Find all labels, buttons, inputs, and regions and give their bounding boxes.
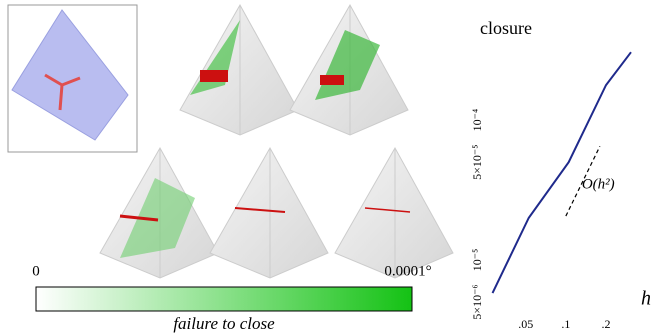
colorbar-max: 0.0001° (384, 263, 431, 279)
pyramid (290, 5, 408, 135)
colorbar (36, 287, 412, 311)
colorbar-caption: failure to close (173, 314, 275, 333)
pyramid (180, 5, 298, 135)
y-tick-label: 5×10⁻⁵ (470, 145, 484, 180)
x-tick-label: .1 (561, 317, 570, 331)
x-tick-label: .2 (601, 317, 610, 331)
page: 0 0.0001° failure to close closure h .05… (0, 0, 659, 335)
x-axis-label: h (641, 288, 651, 310)
y-tick-label: 10⁻⁵ (470, 249, 484, 272)
pyramid (335, 148, 453, 278)
colorbar-min: 0 (32, 263, 40, 279)
y-tick-label: 10⁻⁴ (470, 109, 484, 132)
pyramid (210, 148, 328, 278)
y-tick-label: 5×10⁻⁶ (470, 284, 484, 319)
y-axis-label: closure (480, 18, 532, 38)
pyramid (100, 148, 218, 278)
figure: 0 0.0001° failure to close closure h .05… (0, 0, 659, 335)
x-tick-label: .05 (518, 317, 533, 331)
data-line (493, 52, 631, 293)
reference-label: O(h²) (582, 177, 615, 193)
